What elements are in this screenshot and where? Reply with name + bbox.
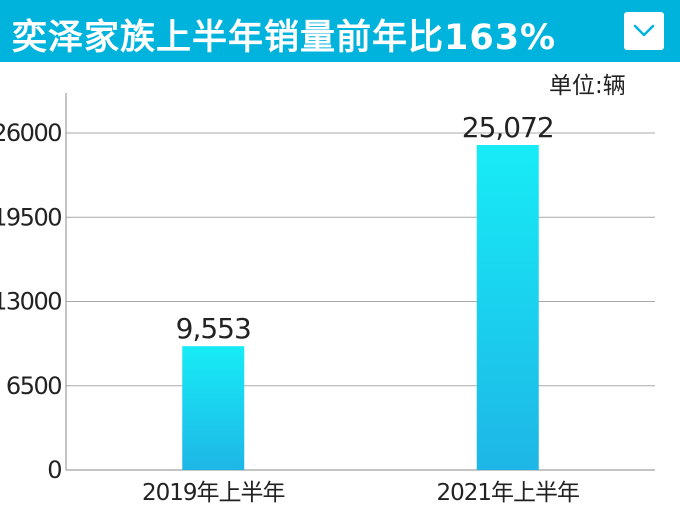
y-tick-label: 6500 [6,372,61,400]
bars [182,145,539,470]
y-tick-label: 26000 [0,119,61,147]
y-tick-label: 19500 [0,203,61,231]
x-tick-label: 2021年上半年 [436,480,579,506]
x-tick-label: 2019年上半年 [142,480,285,506]
labels: 0 6500 13000 19500 26000 9,553 2019年上半年 25,072 2… [0,111,580,506]
dropdown-button[interactable] [624,12,664,50]
page-title: 奕泽家族上半年销量前年比163% [12,18,557,58]
axes [65,93,655,471]
chevron-down-icon [633,24,655,37]
unit-label: 单位:辆 [549,73,626,99]
gridlines [66,132,655,387]
y-tick-label: 0 [47,456,61,484]
y-tick-label: 13000 [0,288,61,316]
data-label: 9,553 [176,312,251,345]
bar [182,346,245,470]
bar [476,145,539,470]
title-banner: 奕泽家族上半年销量前年比163% [0,0,680,62]
data-label: 25,072 [462,111,554,144]
